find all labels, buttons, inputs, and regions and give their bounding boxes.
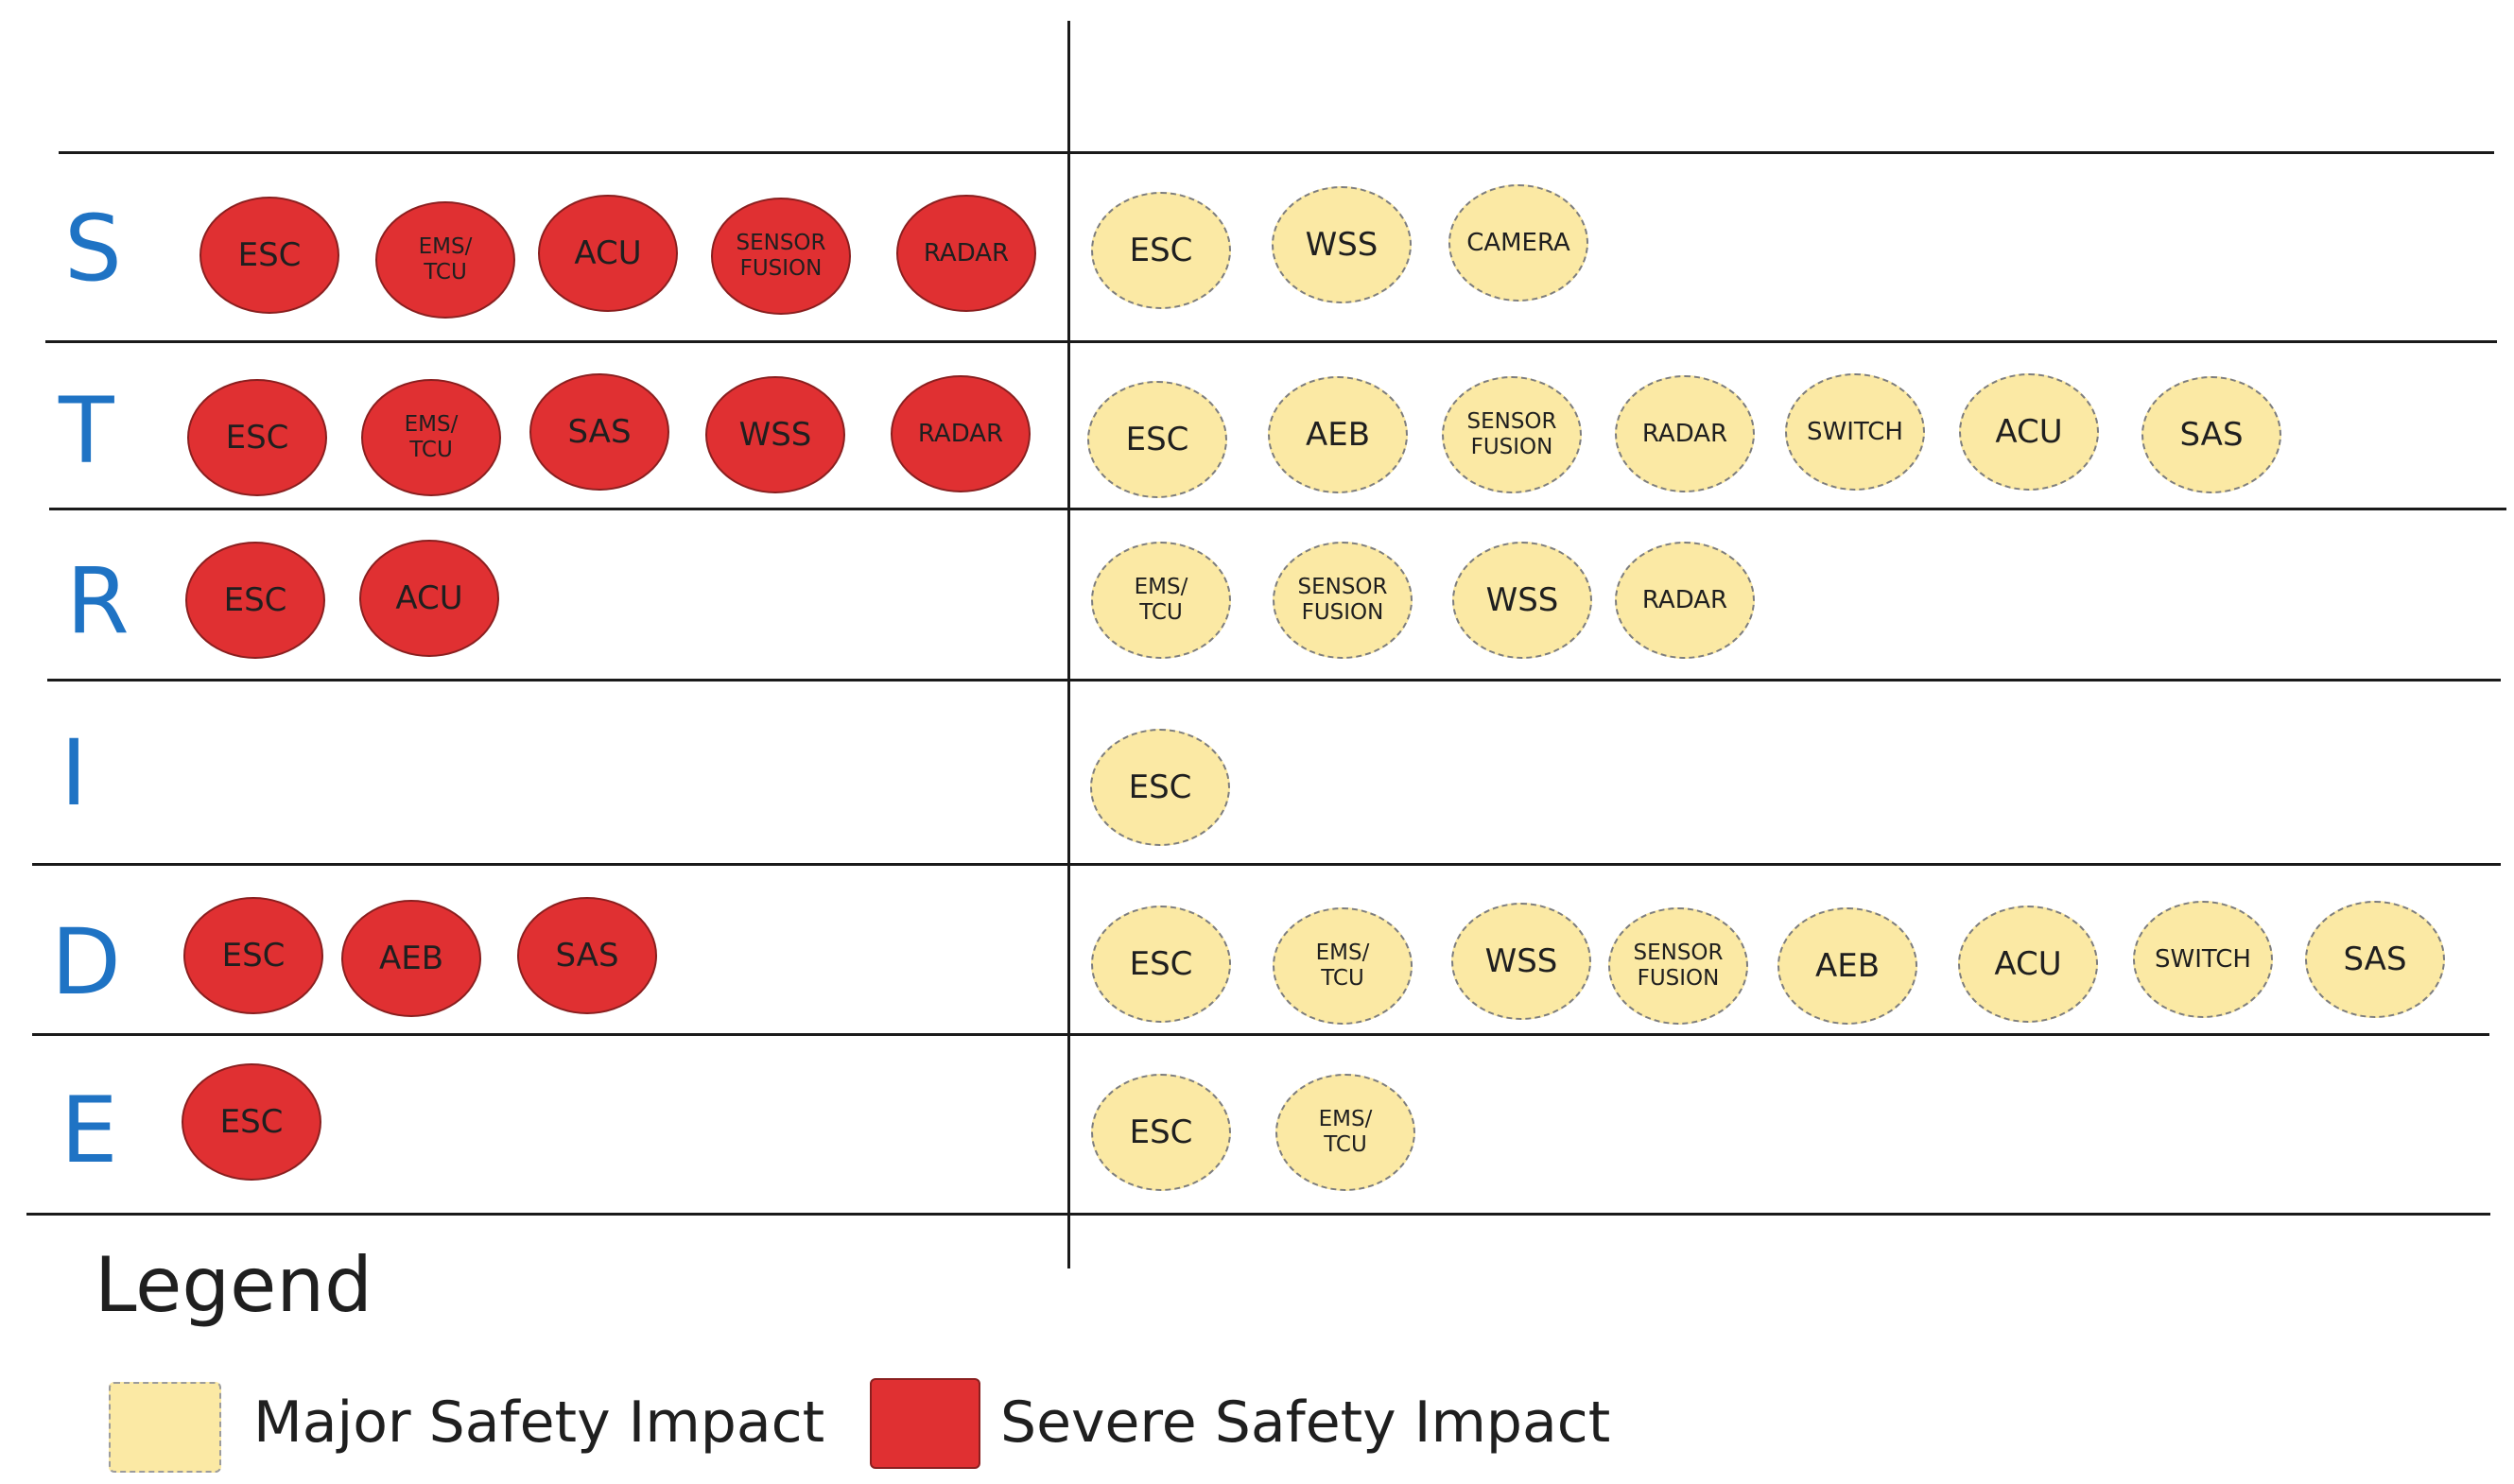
severe-chip-sas: SAS — [517, 897, 657, 1014]
row-divider — [45, 340, 2497, 343]
stride-letter-information-disclosure: I — [61, 720, 88, 826]
legend-title: Legend — [95, 1241, 373, 1329]
column-divider — [1067, 21, 1070, 1268]
major-chip-radar: RADAR — [1615, 542, 1755, 659]
severe-chip-ems-tcu: EMS/ TCU — [361, 379, 501, 496]
major-chip-radar: RADAR — [1615, 375, 1755, 492]
major-chip-ems-tcu: EMS/ TCU — [1275, 1074, 1415, 1191]
severe-chip-sas: SAS — [529, 373, 669, 491]
row-divider — [49, 508, 2506, 510]
major-chip-aeb: AEB — [1268, 376, 1408, 493]
severe-chip-esc: ESC — [185, 542, 325, 659]
stride-letter-spoofing: S — [64, 196, 122, 302]
major-chip-sensor-fusion: SENSOR FUSION — [1442, 376, 1582, 493]
row-divider — [47, 679, 2501, 682]
major-chip-camera: CAMERA — [1448, 184, 1588, 302]
row-divider — [32, 863, 2501, 866]
severe-chip-acu: ACU — [359, 540, 499, 657]
legend-label-major: Major Safety Impact — [253, 1389, 825, 1456]
severe-chip-sensor-fusion: SENSOR FUSION — [711, 198, 851, 315]
legend-label-severe: Severe Safety Impact — [1000, 1389, 1611, 1456]
major-chip-wss: WSS — [1272, 186, 1412, 303]
row-divider — [59, 151, 2494, 154]
severe-chip-esc: ESC — [182, 1063, 321, 1181]
severe-chip-ems-tcu: EMS/ TCU — [375, 201, 515, 319]
major-chip-ems-tcu: EMS/ TCU — [1091, 542, 1231, 659]
legend-swatch-major — [109, 1382, 221, 1473]
severe-chip-radar: RADAR — [896, 195, 1036, 312]
major-chip-esc: ESC — [1091, 906, 1231, 1023]
severe-chip-wss: WSS — [705, 376, 845, 493]
severe-chip-acu: ACU — [538, 195, 678, 312]
stride-letter-elevation-of-privilege: E — [61, 1078, 118, 1183]
row-divider — [32, 1033, 2489, 1036]
major-chip-sensor-fusion: SENSOR FUSION — [1273, 542, 1413, 659]
major-chip-esc: ESC — [1090, 729, 1230, 846]
major-chip-acu: ACU — [1959, 373, 2099, 491]
major-chip-aeb: AEB — [1777, 907, 1917, 1025]
major-chip-sas: SAS — [2141, 376, 2281, 493]
legend-swatch-severe — [870, 1378, 980, 1469]
major-chip-esc: ESC — [1087, 381, 1227, 498]
major-chip-ems-tcu: EMS/ TCU — [1273, 907, 1413, 1025]
row-divider — [26, 1213, 2490, 1216]
severe-chip-aeb: AEB — [341, 900, 481, 1017]
stride-letter-repudiation: R — [66, 548, 130, 654]
major-chip-sensor-fusion: SENSOR FUSION — [1608, 907, 1748, 1025]
stride-letter-denial-of-service: D — [51, 909, 121, 1015]
major-chip-acu: ACU — [1958, 906, 2098, 1023]
severe-chip-radar: RADAR — [891, 375, 1031, 492]
stride-letter-tampering: T — [59, 378, 114, 484]
major-chip-sas: SAS — [2305, 901, 2445, 1018]
severe-chip-esc: ESC — [187, 379, 327, 496]
severe-chip-esc: ESC — [199, 197, 339, 314]
major-chip-switch: SWITCH — [1785, 373, 1925, 491]
major-chip-switch: SWITCH — [2133, 901, 2273, 1018]
major-chip-wss: WSS — [1452, 542, 1592, 659]
major-chip-esc: ESC — [1091, 1074, 1231, 1191]
severe-chip-esc: ESC — [183, 897, 323, 1014]
major-chip-esc: ESC — [1091, 192, 1231, 309]
major-chip-wss: WSS — [1451, 903, 1591, 1020]
